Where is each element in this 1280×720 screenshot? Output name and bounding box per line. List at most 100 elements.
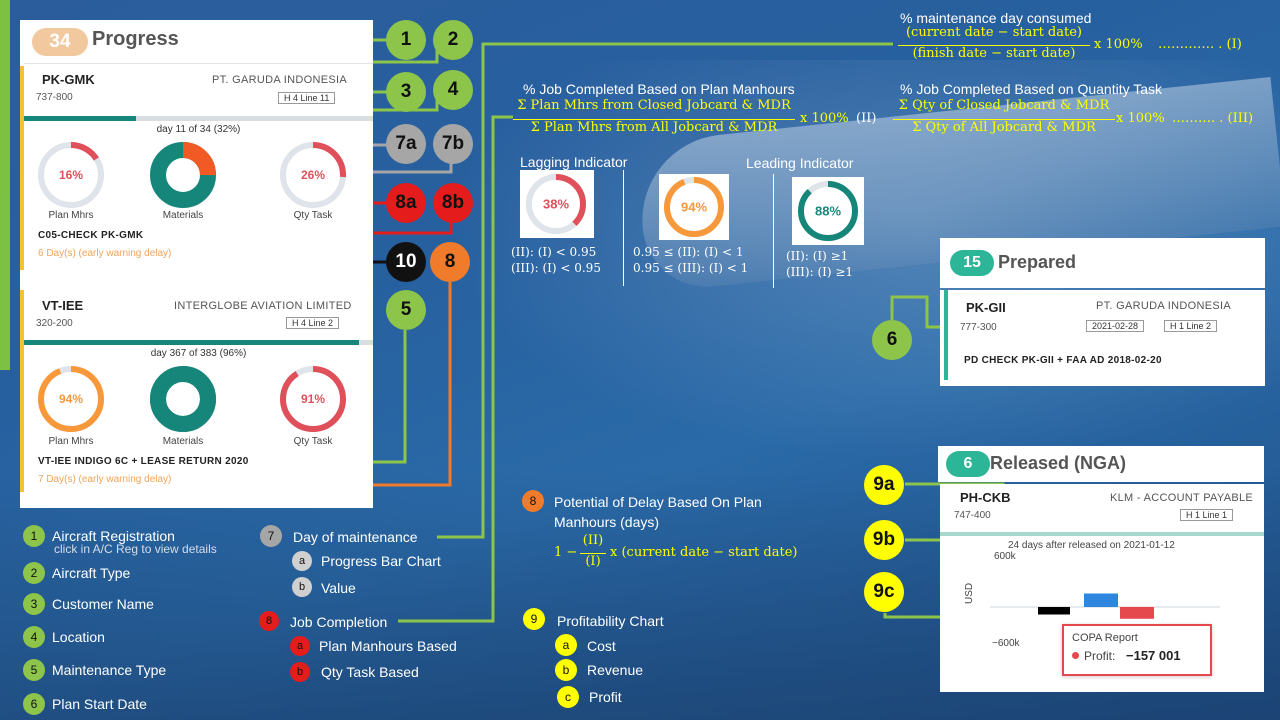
- prepared-panel: PK-GII PT. GARUDA INDONESIA 777-300 2021…: [940, 290, 1265, 386]
- legend-badge-4: 4: [23, 626, 45, 648]
- formula-1-suffix: x 100%: [1094, 37, 1143, 52]
- legend-delay-label-2: Manhours (days): [554, 514, 660, 530]
- prepared-type: 777-300: [960, 322, 997, 333]
- day-of-maintenance-value: day 367 of 383 (96%): [150, 348, 247, 359]
- gauge-arc: [150, 366, 216, 432]
- formula-3-suffix: x 100%: [1116, 111, 1165, 126]
- gauge-value: 38%: [543, 196, 569, 211]
- legend-badge-1: 1: [23, 525, 45, 547]
- legend-badge-7b: b: [292, 577, 312, 597]
- callout-marker-6: 6: [872, 320, 912, 360]
- materials-gauge: [150, 366, 216, 432]
- warning-gauge-card: 94%: [659, 174, 729, 240]
- formula-3-numerator: Σ Qty of Closed Jobcard & MDR: [898, 98, 1110, 113]
- formula-1-denominator: (finish date − start date): [898, 45, 1090, 61]
- lagging-gauge: 38%: [526, 174, 586, 234]
- warning-condition-iii: 0.95 ≤ (III): (I) < 1: [633, 261, 749, 275]
- leading-gauge: 88%: [798, 181, 858, 241]
- bar-profit[interactable]: [1120, 607, 1154, 619]
- location-badge: H 4 Line 11: [278, 92, 336, 104]
- released-customer: KLM - ACCOUNT PAYABLE: [1110, 492, 1254, 504]
- legend-maintenance-type: Maintenance Type: [52, 662, 167, 678]
- lagging-condition: (II): (I) < 0.95 (III): (I) < 0.95: [511, 244, 601, 276]
- day-progress-track: [24, 116, 373, 121]
- materials-label: Materials: [162, 436, 204, 447]
- indicator-divider: [623, 170, 624, 286]
- formula-3-denominator: Σ Qty of All Jobcard & MDR: [893, 119, 1115, 135]
- customer-name: PT. GARUDA INDONESIA: [212, 74, 347, 86]
- released-location: H 1 Line 1: [1180, 509, 1234, 521]
- gauge-value: 94%: [681, 199, 707, 214]
- day-of-maintenance-value: day 11 of 34 (32%): [156, 124, 241, 135]
- gauge-arc: [38, 142, 104, 208]
- callout-marker-1: 1: [386, 20, 426, 60]
- delay-formula-denominator: (I): [580, 553, 606, 569]
- legend-badge-7: 7: [260, 525, 282, 547]
- formula-1-title: % maintenance day consumed: [900, 10, 1092, 26]
- prepared-title: Prepared: [998, 252, 1077, 272]
- released-registration-link[interactable]: PH-CKB: [960, 490, 1011, 505]
- gauge-value: 26%: [301, 168, 325, 182]
- gauge-arc: [280, 142, 346, 208]
- location-badge: H 4 Line 2: [286, 317, 340, 329]
- legend-profit: Profit: [589, 689, 622, 705]
- callout-marker-9a: 9a: [864, 465, 904, 505]
- aircraft-type: 320-200: [36, 318, 73, 329]
- legend-plan-start-date: Plan Start Date: [52, 696, 147, 712]
- progress-panel-header: 34 Progress: [24, 22, 373, 64]
- legend-badge-8: 8: [259, 611, 279, 631]
- legend-badge-8-orange: 8: [522, 490, 544, 512]
- callout-marker-8a: 8a: [386, 183, 426, 223]
- callout-marker-10: 10: [386, 242, 426, 282]
- day-progress-fill: [24, 116, 136, 121]
- legend-value: Value: [321, 580, 356, 596]
- bar-cost[interactable]: [1038, 607, 1070, 615]
- bar-revenue[interactable]: [1084, 593, 1118, 608]
- profitability-chart: [990, 593, 1220, 619]
- callout-marker-7b: 7b: [433, 124, 473, 164]
- aircraft-type: 737-800: [36, 92, 73, 103]
- delay-formula-prefix: 1 −: [554, 545, 578, 560]
- formula-2-tag: (II): [856, 111, 877, 126]
- gauge-value: 88%: [815, 203, 841, 218]
- legend-badge-9: 9: [523, 608, 545, 630]
- formula-1-tag: …………. . (I): [1158, 37, 1242, 52]
- lagging-condition-iii: (III): (I) < 0.95: [511, 261, 601, 275]
- callout-marker-9b: 9b: [864, 520, 904, 560]
- gauge-arc: [150, 142, 216, 208]
- legend-badge-2: 2: [23, 562, 45, 584]
- day-progress-fill: [24, 340, 360, 345]
- released-count-badge: 6: [946, 451, 990, 477]
- chart-ytick-top: 600k: [994, 551, 1016, 562]
- gauge-arc: [664, 177, 724, 237]
- legend-aircraft-type: Aircraft Type: [52, 565, 131, 581]
- legend-location: Location: [52, 629, 105, 645]
- aircraft-registration-link[interactable]: VT-IEE: [42, 298, 84, 313]
- callout-marker-2: 2: [433, 20, 473, 60]
- prepared-location: H 1 Line 2: [1164, 320, 1218, 332]
- left-accent-bar: [0, 0, 10, 370]
- legend-revenue: Revenue: [587, 662, 644, 678]
- legend-badge-6: 6: [23, 693, 45, 715]
- legend-aircraft-registration-hint: click in A/C Reg to view details: [54, 542, 217, 556]
- aircraft-card[interactable]: VT-IEE 320-200 INTERGLOBE AVIATION LIMIT…: [20, 290, 373, 492]
- prepared-task: PD CHECK PK-GII + FAA AD 2018-02-20: [964, 355, 1162, 366]
- legend-day-label: Day of maintenance: [293, 529, 418, 545]
- chart-ytick-bottom: −600k: [992, 638, 1020, 649]
- progress-count-badge: 34: [32, 28, 88, 56]
- gauge-value: 94%: [59, 392, 83, 406]
- prepared-registration-link[interactable]: PK-GII: [966, 300, 1006, 315]
- legend-badge-9b: b: [555, 659, 577, 681]
- legend-badge-9c: c: [557, 686, 579, 708]
- delay-formula-numerator: (II): [582, 533, 604, 548]
- delay-warning: 7 Day(s) (early warning delay): [38, 474, 172, 485]
- maintenance-type: VT-IEE INDIGO 6C + LEASE RETURN 2020: [38, 456, 249, 467]
- released-status: 24 days after released on 2021-01-12: [1008, 540, 1175, 551]
- gauge-arc: [526, 174, 586, 234]
- aircraft-registration-link[interactable]: PK-GMK: [42, 72, 95, 87]
- legend-badge-8a: a: [290, 636, 310, 656]
- indicator-divider: [773, 174, 774, 288]
- legend-cost: Cost: [587, 638, 616, 654]
- gauge-arc: [38, 366, 104, 432]
- aircraft-card[interactable]: PK-GMK 737-800 PT. GARUDA INDONESIA H 4 …: [20, 66, 373, 270]
